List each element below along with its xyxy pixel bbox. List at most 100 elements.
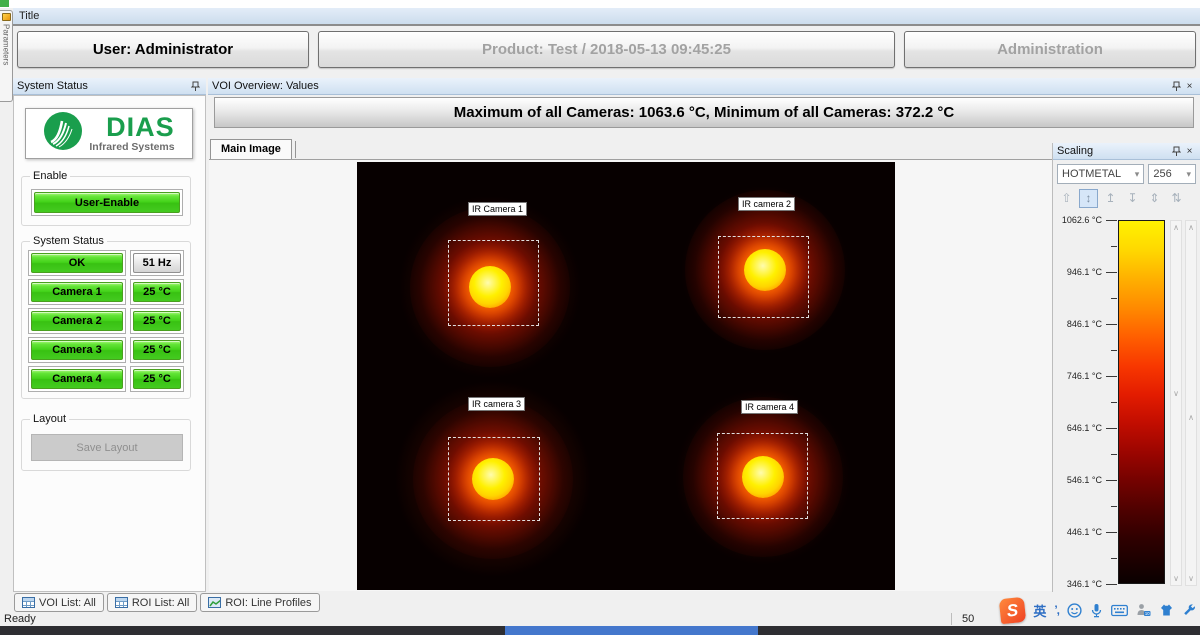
wrench-icon[interactable] bbox=[1182, 603, 1196, 617]
system-status-panel-title: System Status bbox=[17, 80, 88, 92]
emoji-icon[interactable] bbox=[1067, 602, 1082, 618]
chevron-down-icon[interactable]: ∨ bbox=[1173, 389, 1179, 398]
taskbar-active-segment bbox=[505, 626, 758, 635]
chevron-up-icon[interactable]: ∧ bbox=[1188, 413, 1194, 422]
scaling-panel-header[interactable]: Scaling × bbox=[1053, 143, 1200, 160]
sogou-logo-icon[interactable]: S bbox=[999, 596, 1027, 624]
camera4-indicator[interactable]: Camera 4 bbox=[31, 369, 123, 389]
voi-panel-header[interactable]: VOI Overview: Values × bbox=[208, 78, 1200, 95]
levels-select[interactable]: 256 ▾ bbox=[1148, 164, 1196, 184]
ime-punctuation-toggle[interactable]: ’, bbox=[1054, 603, 1060, 617]
close-icon[interactable]: × bbox=[1186, 145, 1193, 157]
parameters-icon bbox=[1, 13, 11, 21]
camera3-temp-indicator[interactable]: 25 °C bbox=[133, 340, 181, 360]
taskbar-edge bbox=[0, 626, 1200, 635]
min-scale-slider[interactable]: ∧ ∧ ∨ bbox=[1185, 220, 1197, 586]
user-wordlib-icon[interactable]: 10 bbox=[1136, 603, 1151, 617]
chevron-down-icon: ▾ bbox=[1186, 168, 1191, 179]
status-row: OK 51 Hz bbox=[28, 250, 184, 276]
chevron-down-icon[interactable]: ∨ bbox=[1173, 574, 1179, 583]
camera3-hotspot bbox=[472, 458, 514, 500]
user-button[interactable]: User: Administrator bbox=[17, 31, 309, 68]
tab-roi-list[interactable]: ROI List: All bbox=[106, 593, 198, 612]
expand-range-icon[interactable]: ⇕ bbox=[1145, 189, 1164, 208]
pin-icon[interactable] bbox=[1170, 145, 1183, 158]
chevron-up-icon[interactable]: ∧ bbox=[1188, 223, 1194, 232]
camera2-view: IR camera 2 bbox=[626, 162, 895, 376]
camera4-temp-indicator[interactable]: 25 °C bbox=[133, 369, 181, 389]
skin-icon[interactable] bbox=[1159, 603, 1174, 617]
tab-voi-list-label: VOI List: All bbox=[39, 596, 96, 609]
scale-tick-label: 546.1 °C bbox=[1066, 475, 1102, 485]
palette-select[interactable]: HOTMETAL ▾ bbox=[1057, 164, 1145, 184]
close-icon[interactable]: × bbox=[1186, 80, 1193, 92]
chevron-down-icon: ▾ bbox=[1134, 168, 1140, 179]
chevron-up-icon[interactable]: ∧ bbox=[1173, 223, 1179, 232]
ime-language-toggle[interactable]: 英 bbox=[1033, 603, 1047, 619]
system-status-panel-body: DIAS Infrared Systems Enable User-Enable… bbox=[13, 95, 206, 592]
temperature-scale: 1062.6 °C 946.1 °C 846.1 °C 746.1 °C 646.1 °… bbox=[1053, 211, 1200, 590]
scale-max-up-icon[interactable]: ↥ bbox=[1101, 189, 1120, 208]
camera1-indicator[interactable]: Camera 1 bbox=[31, 282, 123, 302]
system-ok-indicator[interactable]: OK bbox=[31, 253, 123, 273]
tab-voi-list[interactable]: VOI List: All bbox=[14, 593, 104, 612]
pin-icon[interactable] bbox=[1170, 80, 1183, 93]
status-bar: Ready 50 bbox=[0, 612, 1200, 626]
thermal-image[interactable]: IR Camera 1 IR camera 2 IR camera 3 IR c… bbox=[357, 162, 895, 590]
voi-panel-title: VOI Overview: Values bbox=[212, 80, 319, 92]
tab-roi-line-profiles[interactable]: ROI: Line Profiles bbox=[200, 593, 320, 612]
frame-rate-indicator[interactable]: 51 Hz bbox=[133, 253, 181, 273]
scale-tick-label: 346.1 °C bbox=[1066, 579, 1102, 589]
tab-separator bbox=[294, 141, 296, 158]
chevron-down-icon[interactable]: ∨ bbox=[1188, 574, 1194, 583]
desktop-artifact bbox=[0, 0, 9, 7]
camera4-view: IR camera 4 bbox=[626, 376, 895, 590]
camera2-roi-box[interactable] bbox=[718, 236, 809, 318]
save-layout-button[interactable]: Save Layout bbox=[31, 434, 183, 461]
tab-roi-list-label: ROI List: All bbox=[131, 596, 190, 609]
status-row: Camera 1 25 °C bbox=[28, 279, 184, 305]
image-tab-row: Main Image bbox=[210, 139, 296, 160]
status-row: Camera 4 25 °C bbox=[28, 366, 184, 392]
scale-min-down-icon[interactable]: ↧ bbox=[1123, 189, 1142, 208]
system-status-panel: System Status DIAS Infrare bbox=[13, 78, 206, 592]
user-enable-button[interactable]: User-Enable bbox=[34, 192, 180, 213]
parameters-dock-tab[interactable]: Parameters bbox=[0, 10, 13, 102]
camera3-indicator[interactable]: Camera 3 bbox=[31, 340, 123, 360]
camera2-temp-indicator[interactable]: 25 °C bbox=[133, 311, 181, 331]
administration-button[interactable]: Administration bbox=[904, 31, 1196, 68]
camera2-indicator[interactable]: Camera 2 bbox=[31, 311, 123, 331]
manual-scale-icon[interactable]: ⇧ bbox=[1057, 189, 1076, 208]
system-status-panel-header[interactable]: System Status bbox=[13, 78, 206, 95]
camera2-label: IR camera 2 bbox=[738, 197, 796, 211]
camera1-hotspot bbox=[469, 266, 511, 308]
camera4-label: IR camera 4 bbox=[741, 400, 799, 414]
status-text: Ready bbox=[4, 613, 36, 625]
window-title-bar[interactable]: Title bbox=[13, 8, 1200, 26]
pin-icon[interactable] bbox=[189, 80, 202, 93]
keyboard-icon[interactable] bbox=[1111, 604, 1128, 617]
microphone-icon[interactable] bbox=[1090, 603, 1103, 618]
hotmetal-gradient-bar bbox=[1118, 220, 1165, 584]
scale-label-column: 1062.6 °C 946.1 °C 846.1 °C 746.1 °C 646.1 °… bbox=[1053, 211, 1104, 590]
camera1-roi-box[interactable] bbox=[448, 240, 539, 326]
camera2-hotspot bbox=[744, 249, 786, 291]
camera1-temp-indicator[interactable]: 25 °C bbox=[133, 282, 181, 302]
camera-minmax-summary: Maximum of all Cameras: 1063.6 °C, Minim… bbox=[214, 97, 1194, 128]
tab-main-image[interactable]: Main Image bbox=[210, 139, 292, 160]
scale-tick-label: 946.1 °C bbox=[1066, 267, 1102, 277]
voi-overview-panel: VOI Overview: Values × Maximum of all Ca… bbox=[208, 78, 1200, 592]
camera4-roi-box[interactable] bbox=[717, 433, 808, 519]
product-button[interactable]: Product: Test / 2018-05-13 09:45:25 bbox=[318, 31, 895, 68]
bottom-dock-tabs: VOI List: All ROI List: All ROI: Line Pr… bbox=[14, 593, 320, 612]
shrink-range-icon[interactable]: ⇅ bbox=[1167, 189, 1186, 208]
status-row: Camera 3 25 °C bbox=[28, 337, 184, 363]
camera3-roi-box[interactable] bbox=[448, 437, 540, 521]
auto-scale-icon[interactable]: ↕ bbox=[1079, 189, 1098, 208]
max-scale-slider[interactable]: ∧ ∨ ∨ bbox=[1170, 220, 1182, 586]
header-button-row: User: Administrator Product: Test / 2018… bbox=[13, 28, 1200, 74]
system-status-group-label: System Status bbox=[30, 235, 107, 247]
scale-tick-label: 646.1 °C bbox=[1066, 423, 1102, 433]
scaling-toolbar: ⇧ ↕ ↥ ↧ ⇕ ⇅ bbox=[1057, 189, 1186, 209]
